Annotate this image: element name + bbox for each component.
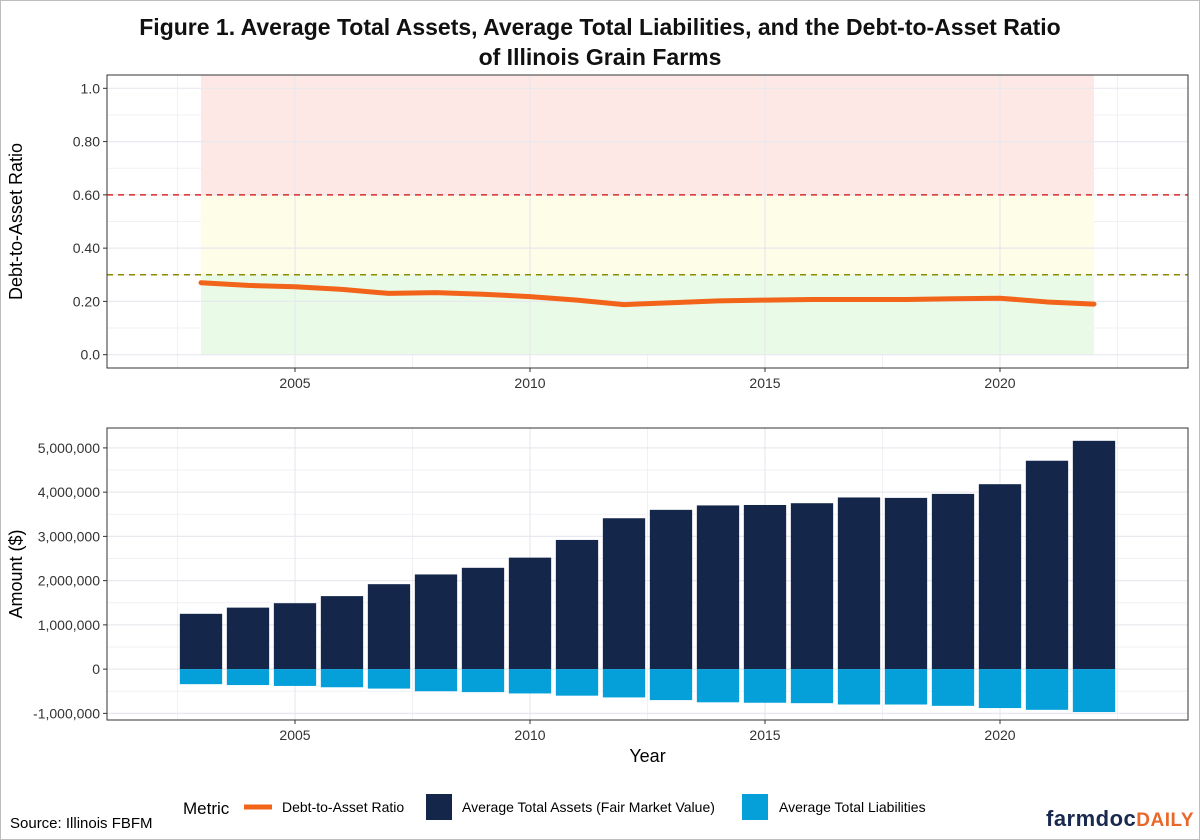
liabilities-bar	[226, 669, 270, 686]
liabilities-bar	[1072, 669, 1116, 713]
y-tick-label: 4,000,000	[38, 484, 100, 500]
y-tick-label: 0.80	[73, 134, 100, 150]
legend-key-assets	[426, 794, 452, 820]
y-tick-label: 2,000,000	[38, 573, 100, 589]
assets-bar	[602, 518, 646, 670]
liabilities-bar	[743, 669, 787, 703]
title-line-1: Figure 1. Average Total Assets, Average …	[139, 14, 1061, 40]
x-axis-label: Year	[629, 746, 665, 766]
y-tick-label: 5,000,000	[38, 440, 100, 456]
assets-bar	[884, 497, 928, 670]
liabilities-bar	[508, 669, 552, 694]
legend-key-liabilities	[742, 794, 768, 820]
legend-label-liabilities: Average Total Liabilities	[779, 799, 926, 815]
x-tick-label: 2020	[984, 375, 1015, 391]
assets-bar	[508, 557, 552, 670]
assets-bar	[461, 567, 505, 670]
assets-bar	[743, 504, 787, 670]
legend-label-assets: Average Total Assets (Fair Market Value)	[462, 799, 715, 815]
assets-bar	[226, 607, 270, 670]
y-tick-label: 1,000,000	[38, 617, 100, 633]
liabilities-bar	[461, 669, 505, 693]
zone-red	[201, 75, 1094, 195]
assets-bar	[555, 539, 599, 670]
assets-bar	[367, 584, 411, 670]
assets-bar	[696, 505, 740, 670]
liabilities-bar	[837, 669, 881, 705]
liabilities-bar	[931, 669, 975, 706]
liabilities-bar	[790, 669, 834, 704]
y-axis-label: Debt-to-Asset Ratio	[6, 143, 26, 300]
assets-bar	[790, 503, 834, 670]
panel-border-top	[106, 74, 1189, 369]
source-note: Source: Illinois FBFM	[10, 815, 153, 832]
liabilities-bar	[978, 669, 1022, 709]
brand-part-2: DAILY	[1136, 810, 1195, 831]
title-line-2: of Illinois Grain Farms	[478, 44, 722, 70]
liabilities-bar	[696, 669, 740, 703]
y-tick-label: -1,000,000	[33, 705, 100, 721]
liabilities-bar	[273, 669, 317, 686]
liabilities-bar	[649, 669, 693, 701]
ratio-line	[198, 280, 1097, 308]
assets-bar	[931, 493, 975, 670]
assets-bar	[179, 613, 223, 670]
assets-bar	[320, 596, 364, 670]
panel-border-bottom	[106, 427, 1189, 721]
assets-bar	[273, 603, 317, 670]
assets-bar	[837, 497, 881, 670]
x-tick-label: 2015	[749, 375, 780, 391]
chart-title: Figure 1. Average Total Assets, Average …	[0, 12, 1200, 72]
zone-yellow	[201, 194, 1094, 275]
liabilities-bar	[367, 669, 411, 689]
liabilities-bar	[414, 669, 458, 692]
farmdoc-logo: farmdocDAILY	[1046, 806, 1194, 832]
assets-bar	[649, 509, 693, 670]
y-axis-label: Amount ($)	[6, 529, 26, 618]
y-tick-label: 0.60	[73, 187, 100, 203]
legend-title: Metric	[183, 799, 230, 818]
x-tick-label: 2005	[279, 375, 310, 391]
y-tick-label: 0.0	[81, 347, 101, 363]
assets-bar	[978, 484, 1022, 670]
x-tick-label: 2010	[514, 727, 545, 743]
assets-bar	[414, 574, 458, 670]
liabilities-bar	[320, 669, 364, 688]
liabilities-bar	[179, 669, 223, 685]
legend-label-ratio: Debt-to-Asset Ratio	[282, 799, 404, 815]
y-tick-label: 0.20	[73, 293, 100, 309]
liabilities-bar	[555, 669, 599, 696]
liabilities-bar	[884, 669, 928, 705]
x-tick-label: 2005	[279, 727, 310, 743]
y-tick-label: 0.40	[73, 240, 100, 256]
y-tick-label: 3,000,000	[38, 528, 100, 544]
assets-bar	[1072, 440, 1116, 670]
y-tick-label: 0	[92, 661, 100, 677]
brand-part-1: farmdoc	[1046, 806, 1137, 831]
x-tick-label: 2015	[749, 727, 780, 743]
liabilities-bar	[1025, 669, 1069, 710]
assets-bar	[1025, 460, 1069, 670]
x-tick-label: 2010	[514, 375, 545, 391]
y-tick-label: 1.0	[81, 80, 101, 96]
x-tick-label: 2020	[984, 727, 1015, 743]
liabilities-bar	[602, 669, 646, 698]
